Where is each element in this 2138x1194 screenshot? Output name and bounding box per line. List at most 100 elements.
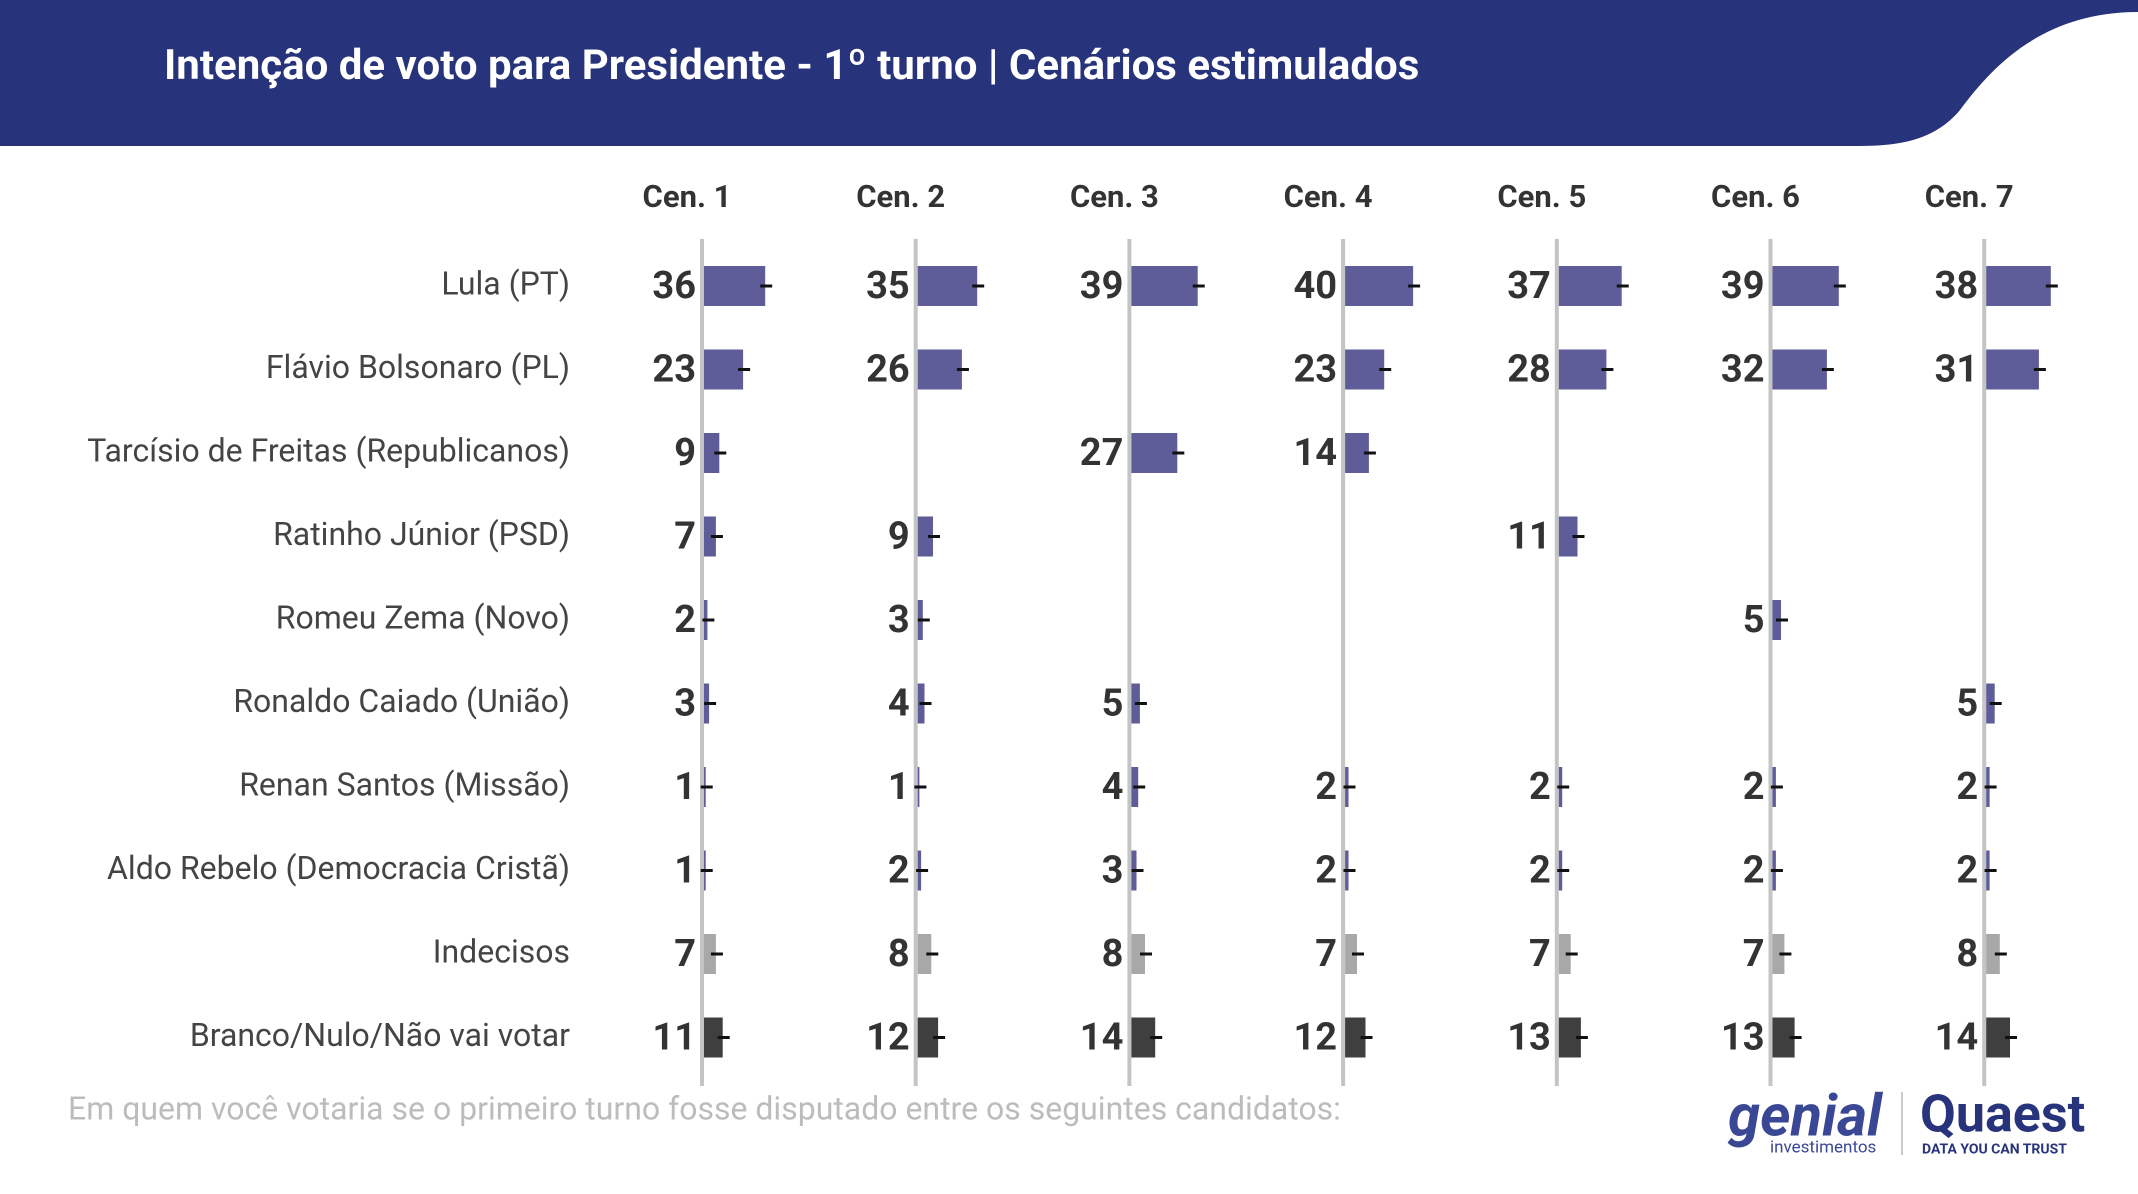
value-label: 8	[888, 932, 910, 976]
bar	[917, 1017, 939, 1058]
bar	[1986, 349, 2039, 390]
scenario-header: Cen. 4	[1284, 178, 1373, 215]
scenario-header: Cen. 7	[1925, 178, 2014, 215]
bar	[1131, 266, 1198, 306]
value-label: 2	[674, 598, 696, 642]
bar	[704, 516, 716, 557]
bar	[1131, 1017, 1156, 1058]
candidate-label: Renan Santos (Missão)	[239, 765, 570, 803]
bar	[1131, 934, 1145, 974]
scenario-header: Cen. 2	[856, 178, 945, 215]
value-label: 3	[674, 682, 696, 726]
value-label: 23	[1293, 348, 1337, 392]
bar	[1558, 266, 1622, 306]
value-label: 35	[866, 264, 910, 308]
value-label: 12	[866, 1016, 910, 1060]
note: Em quem você votaria se o primeiro turno…	[68, 1089, 1341, 1127]
bar	[704, 266, 766, 306]
value-label: 11	[652, 1016, 696, 1060]
bar	[704, 934, 716, 974]
value-label: 1	[888, 765, 910, 809]
value-label: 2	[1529, 849, 1551, 893]
candidate-label: Indecisos	[433, 932, 570, 970]
bar	[1558, 349, 1607, 390]
bar	[704, 349, 744, 390]
scenario-header: Cen. 5	[1497, 178, 1586, 215]
candidate-label: Lula (PT)	[441, 264, 570, 302]
value-label: 2	[1956, 849, 1978, 893]
scenario-header: Cen. 3	[1070, 178, 1159, 215]
value-label: 39	[1080, 264, 1124, 308]
scenario-header: Cen. 1	[643, 178, 732, 215]
value-label: 27	[1080, 431, 1124, 475]
value-label: 37	[1507, 264, 1551, 308]
value-label: 2	[888, 849, 910, 893]
value-label: 9	[888, 515, 910, 559]
value-label: 2	[1956, 765, 1978, 809]
value-label: 7	[674, 515, 696, 559]
bar	[1772, 266, 1839, 306]
value-label: 1	[674, 849, 696, 893]
bar	[1986, 266, 2051, 306]
quaest-logo: Quaest	[1920, 1084, 2085, 1145]
bar	[917, 349, 962, 390]
value-label: 14	[1080, 1016, 1124, 1060]
value-label: 5	[1102, 682, 1124, 726]
value-label: 9	[674, 431, 696, 475]
value-label: 8	[1102, 932, 1124, 976]
bar	[1558, 516, 1578, 557]
candidate-label: Flávio Bolsonaro (PL)	[266, 348, 570, 386]
bar	[1772, 349, 1827, 390]
value-label: 31	[1935, 348, 1979, 392]
bar	[1986, 1017, 2010, 1058]
header-band	[0, 0, 2138, 146]
bar	[1986, 934, 2000, 974]
bar	[704, 433, 720, 473]
quaest-sub: DATA YOU CAN TRUST	[1922, 1142, 2067, 1158]
bar	[1772, 934, 1785, 974]
bar	[1345, 1017, 1366, 1058]
value-label: 2	[1743, 765, 1765, 809]
value-label: 14	[1293, 431, 1337, 475]
bar	[1345, 433, 1369, 473]
value-label: 3	[1102, 849, 1124, 893]
value-label: 7	[674, 932, 696, 976]
genial-sub: investimentos	[1770, 1137, 1876, 1157]
value-label: 13	[1507, 1016, 1551, 1060]
value-label: 12	[1293, 1016, 1337, 1060]
value-label: 32	[1721, 348, 1765, 392]
value-label: 3	[888, 598, 910, 642]
value-label: 2	[1529, 765, 1551, 809]
bar	[1345, 934, 1357, 974]
value-label: 5	[1956, 682, 1978, 726]
value-label: 23	[652, 348, 696, 392]
bar	[1345, 349, 1385, 390]
value-label: 1	[674, 765, 696, 809]
candidate-label: Romeu Zema (Novo)	[276, 598, 570, 636]
value-label: 13	[1721, 1016, 1765, 1060]
candidate-label: Aldo Rebelo (Democracia Cristã)	[107, 849, 570, 887]
scenario-header: Cen. 6	[1711, 178, 1800, 215]
value-label: 4	[1102, 765, 1124, 809]
bar	[1772, 1017, 1795, 1058]
bar	[917, 934, 932, 974]
bar	[917, 266, 978, 306]
value-label: 5	[1743, 598, 1765, 642]
genial-logo: genial	[1727, 1082, 1884, 1150]
value-label: 2	[1315, 849, 1337, 893]
value-label: 36	[652, 264, 696, 308]
value-label: 8	[1956, 932, 1978, 976]
candidate-label: Ratinho Júnior (PSD)	[273, 515, 570, 553]
value-label: 2	[1743, 849, 1765, 893]
bar	[704, 1017, 723, 1058]
bar	[1345, 266, 1414, 306]
value-label: 4	[888, 682, 910, 726]
value-label: 40	[1293, 264, 1337, 308]
value-label: 26	[866, 348, 910, 392]
value-label: 7	[1743, 932, 1765, 976]
bar	[1131, 433, 1178, 473]
bar	[1558, 1017, 1581, 1058]
chart-title: Intenção de voto para Presidente - 1º tu…	[164, 41, 1419, 90]
value-label: 38	[1935, 264, 1979, 308]
